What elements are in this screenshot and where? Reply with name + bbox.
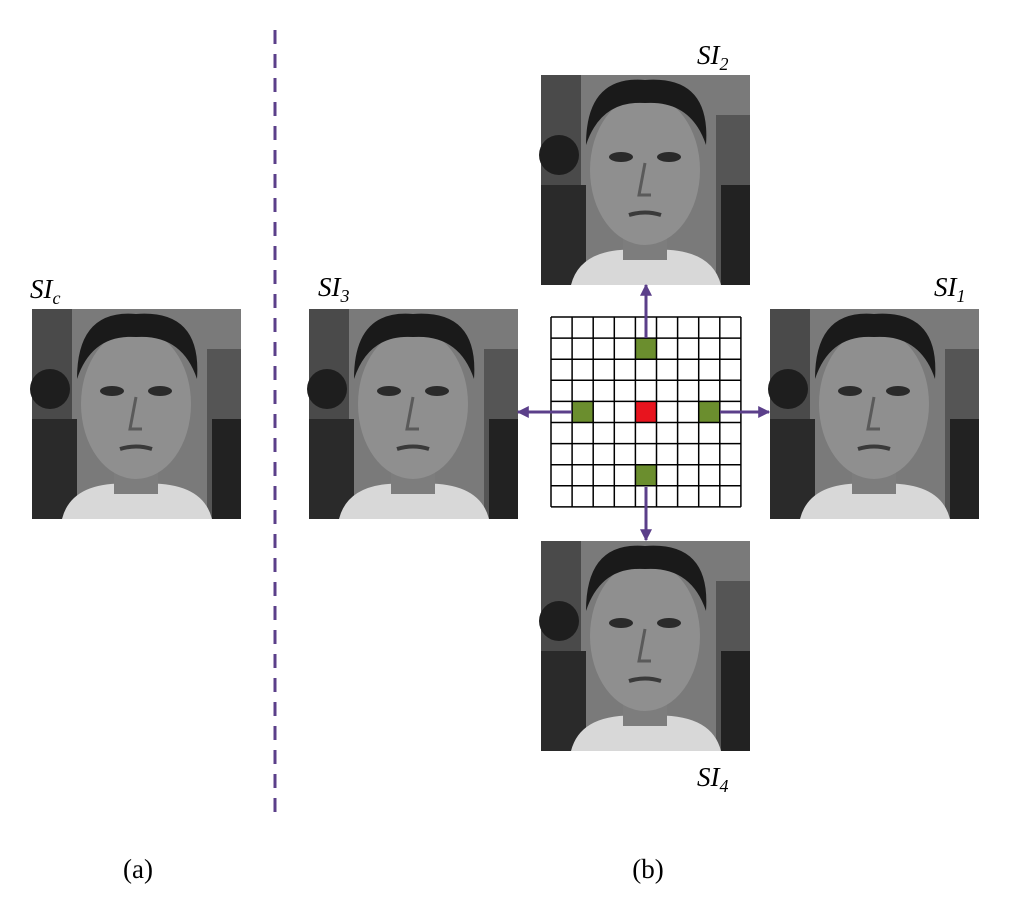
- pixel-grid: [550, 316, 742, 508]
- face-image: [28, 307, 243, 521]
- face-image: [537, 539, 752, 753]
- highlight-cell: [698, 401, 720, 423]
- label: SI2: [697, 40, 729, 74]
- label: SI1: [934, 272, 966, 306]
- label: SI4: [697, 762, 729, 796]
- highlight-cell: [635, 338, 657, 360]
- highlight-cell: [635, 464, 657, 486]
- face-image: [305, 307, 520, 521]
- label: SIc: [30, 274, 61, 308]
- caption: (b): [632, 854, 663, 884]
- arrows: [516, 283, 771, 542]
- face-image: [537, 73, 752, 287]
- label: SI3: [318, 272, 350, 306]
- highlight-cell: [572, 401, 594, 423]
- highlight-cell: [635, 401, 657, 423]
- caption: (a): [123, 854, 153, 884]
- face-image: [766, 307, 981, 521]
